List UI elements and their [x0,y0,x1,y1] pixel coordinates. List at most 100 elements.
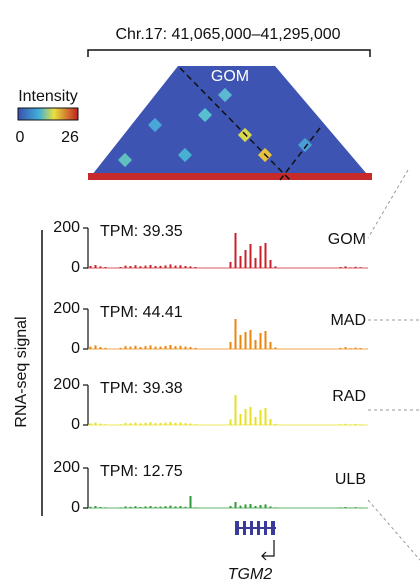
signal-bar [184,423,187,425]
signal-bar [164,506,167,508]
signal-bar [239,505,242,508]
signal-bar [99,507,102,508]
signal-bar [139,423,142,425]
signal-bar [234,395,237,425]
signal-bar [164,346,167,349]
signal-bar [129,346,132,349]
signal-bar [164,265,167,268]
signal-bar [169,345,172,349]
tpm-label: TPM: 39.38 [100,380,183,397]
signal-bar [129,506,132,508]
signal-bar [104,267,107,268]
signal-bar [244,409,247,425]
signal-bar [269,342,272,349]
y-tick-label: 0 [71,259,80,276]
signal-bar [189,496,192,508]
gene-model [235,521,276,561]
signal-bar [164,422,167,425]
signal-bar [274,347,277,349]
track-name: ULB [335,471,366,488]
signal-bar [129,423,132,425]
signal-bar [174,346,177,349]
signal-bar [264,243,267,268]
signal-bar [119,347,122,349]
signal-bar [254,258,257,268]
signal-bar [179,345,182,349]
signal-bar [184,266,187,268]
signal-bar [249,244,252,268]
signal-bar [149,345,152,349]
signal-bar [159,506,162,508]
signal-bar [144,265,147,268]
legend-max: 26 [61,129,79,146]
signal-bar [154,346,157,349]
signal-bar [189,266,192,268]
signal-bar [229,262,232,268]
signal-bar [174,422,177,425]
signal-bar [344,423,347,425]
signal-bar [359,348,362,349]
signal-bar [174,265,177,268]
signal-bar [134,506,137,508]
signal-bar [149,506,152,508]
signal-bar [344,507,347,508]
signal-bar [229,419,232,425]
signal-bar [149,265,152,268]
tad-boundary [179,67,321,181]
signal-bar [234,233,237,268]
signal-bar [179,506,182,508]
signal-bar [269,419,272,425]
tpm-label: TPM: 12.75 [100,463,183,480]
signal-bar [354,266,357,268]
signal-bar [344,347,347,349]
signal-bar [194,267,197,268]
y-tick-label: 200 [53,459,80,476]
signal-bar [159,265,162,268]
gene-label: TGM2 [228,566,273,583]
signal-bar [99,347,102,349]
signal-bar [159,346,162,349]
y-tick-label: 200 [53,300,80,317]
signal-bar [169,264,172,268]
signal-bar [154,266,157,268]
signal-bar [234,319,237,349]
signal-bar [259,505,262,508]
track-name: GOM [328,231,366,248]
signal-bar [244,332,247,349]
signal-bar [239,414,242,425]
y-tick-label: 200 [53,219,80,236]
signal-bar [139,266,142,268]
y-tick-label: 0 [71,340,80,357]
signal-bar [254,417,257,425]
signal-bar [184,506,187,508]
track-name: MAD [330,312,366,329]
signal-bar [269,506,272,508]
signal-bar [139,507,142,508]
signal-bar [144,422,147,425]
signal-bar [134,265,137,268]
signal-bar [99,266,102,268]
signal-bar [189,423,192,425]
signal-bar [339,347,342,349]
signal-bar [179,265,182,268]
legend-title: Intensity [18,88,78,105]
heatmap-label: GOM [211,68,249,85]
signal-bar [154,506,157,508]
signal-bar [124,423,127,425]
signal-bar [254,340,257,349]
signal-bar [129,266,132,268]
signal-bar [119,267,122,268]
signal-bar [249,407,252,425]
signal-bar [139,347,142,349]
signal-bar [239,256,242,268]
track-name: RAD [332,388,366,405]
signal-bar [259,333,262,349]
signal-bar [249,504,252,508]
signal-bar [154,423,157,425]
signal-bar [354,347,357,349]
signal-bar [249,330,252,349]
signal-bar [264,504,267,508]
y-axis-label: RNA-seq signal [13,316,30,427]
signal-bar [234,502,237,508]
